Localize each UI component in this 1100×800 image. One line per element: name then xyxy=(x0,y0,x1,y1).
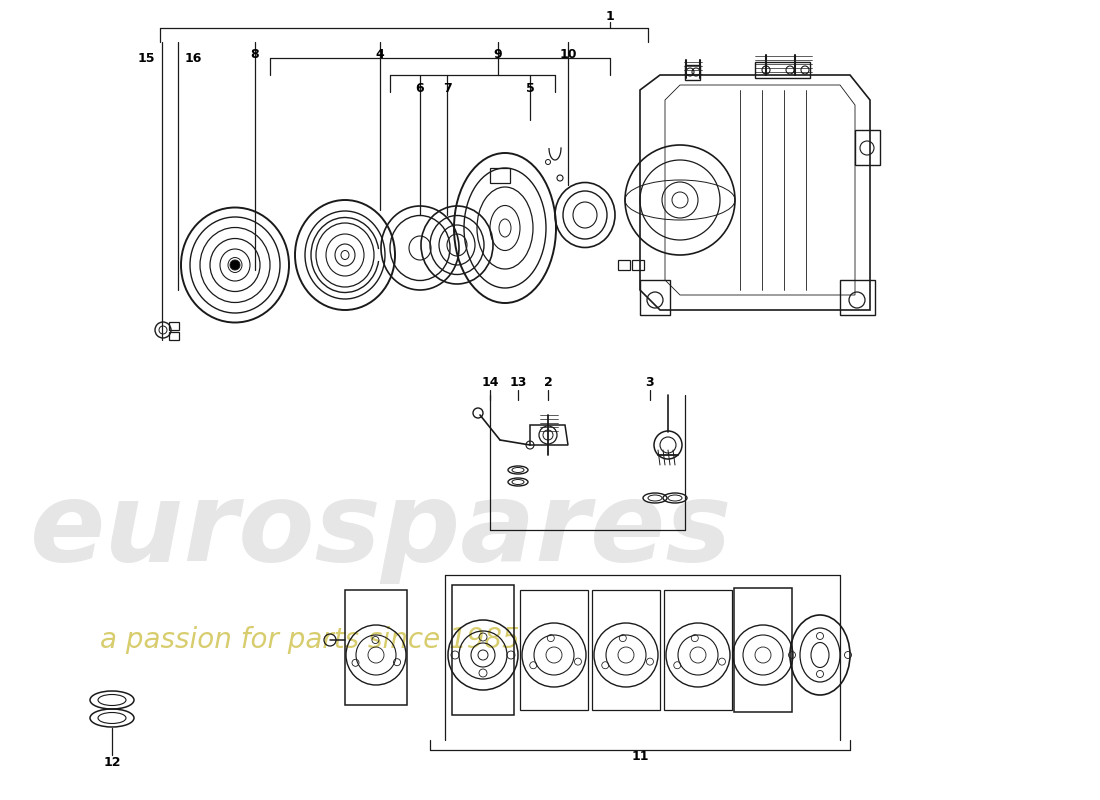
Bar xyxy=(592,590,660,710)
Bar xyxy=(640,280,670,315)
Text: 4: 4 xyxy=(375,49,384,62)
Text: 5: 5 xyxy=(526,82,535,94)
Bar xyxy=(345,590,407,705)
Text: 7: 7 xyxy=(442,82,451,94)
Bar xyxy=(618,260,630,270)
Bar xyxy=(734,588,792,712)
Bar xyxy=(840,280,874,315)
Text: 2: 2 xyxy=(543,377,552,390)
Text: 6: 6 xyxy=(416,82,425,94)
Text: 11: 11 xyxy=(631,750,649,763)
Text: 8: 8 xyxy=(251,49,260,62)
Text: 10: 10 xyxy=(559,49,576,62)
Bar xyxy=(490,168,510,183)
Bar xyxy=(169,332,179,340)
Text: 3: 3 xyxy=(646,377,654,390)
Bar xyxy=(520,590,588,710)
Bar xyxy=(452,585,514,715)
Text: 14: 14 xyxy=(482,377,498,390)
Bar xyxy=(855,130,880,165)
Text: 13: 13 xyxy=(509,377,527,390)
Bar xyxy=(664,590,732,710)
Text: a passion for parts since 1985: a passion for parts since 1985 xyxy=(100,626,519,654)
Circle shape xyxy=(230,260,240,270)
Text: eurospares: eurospares xyxy=(30,477,733,583)
Text: 1: 1 xyxy=(606,10,615,22)
Bar xyxy=(169,322,179,330)
Text: 15: 15 xyxy=(138,51,155,65)
Text: 12: 12 xyxy=(103,755,121,769)
Text: 16: 16 xyxy=(185,51,202,65)
Bar xyxy=(632,260,644,270)
Text: 9: 9 xyxy=(494,49,503,62)
